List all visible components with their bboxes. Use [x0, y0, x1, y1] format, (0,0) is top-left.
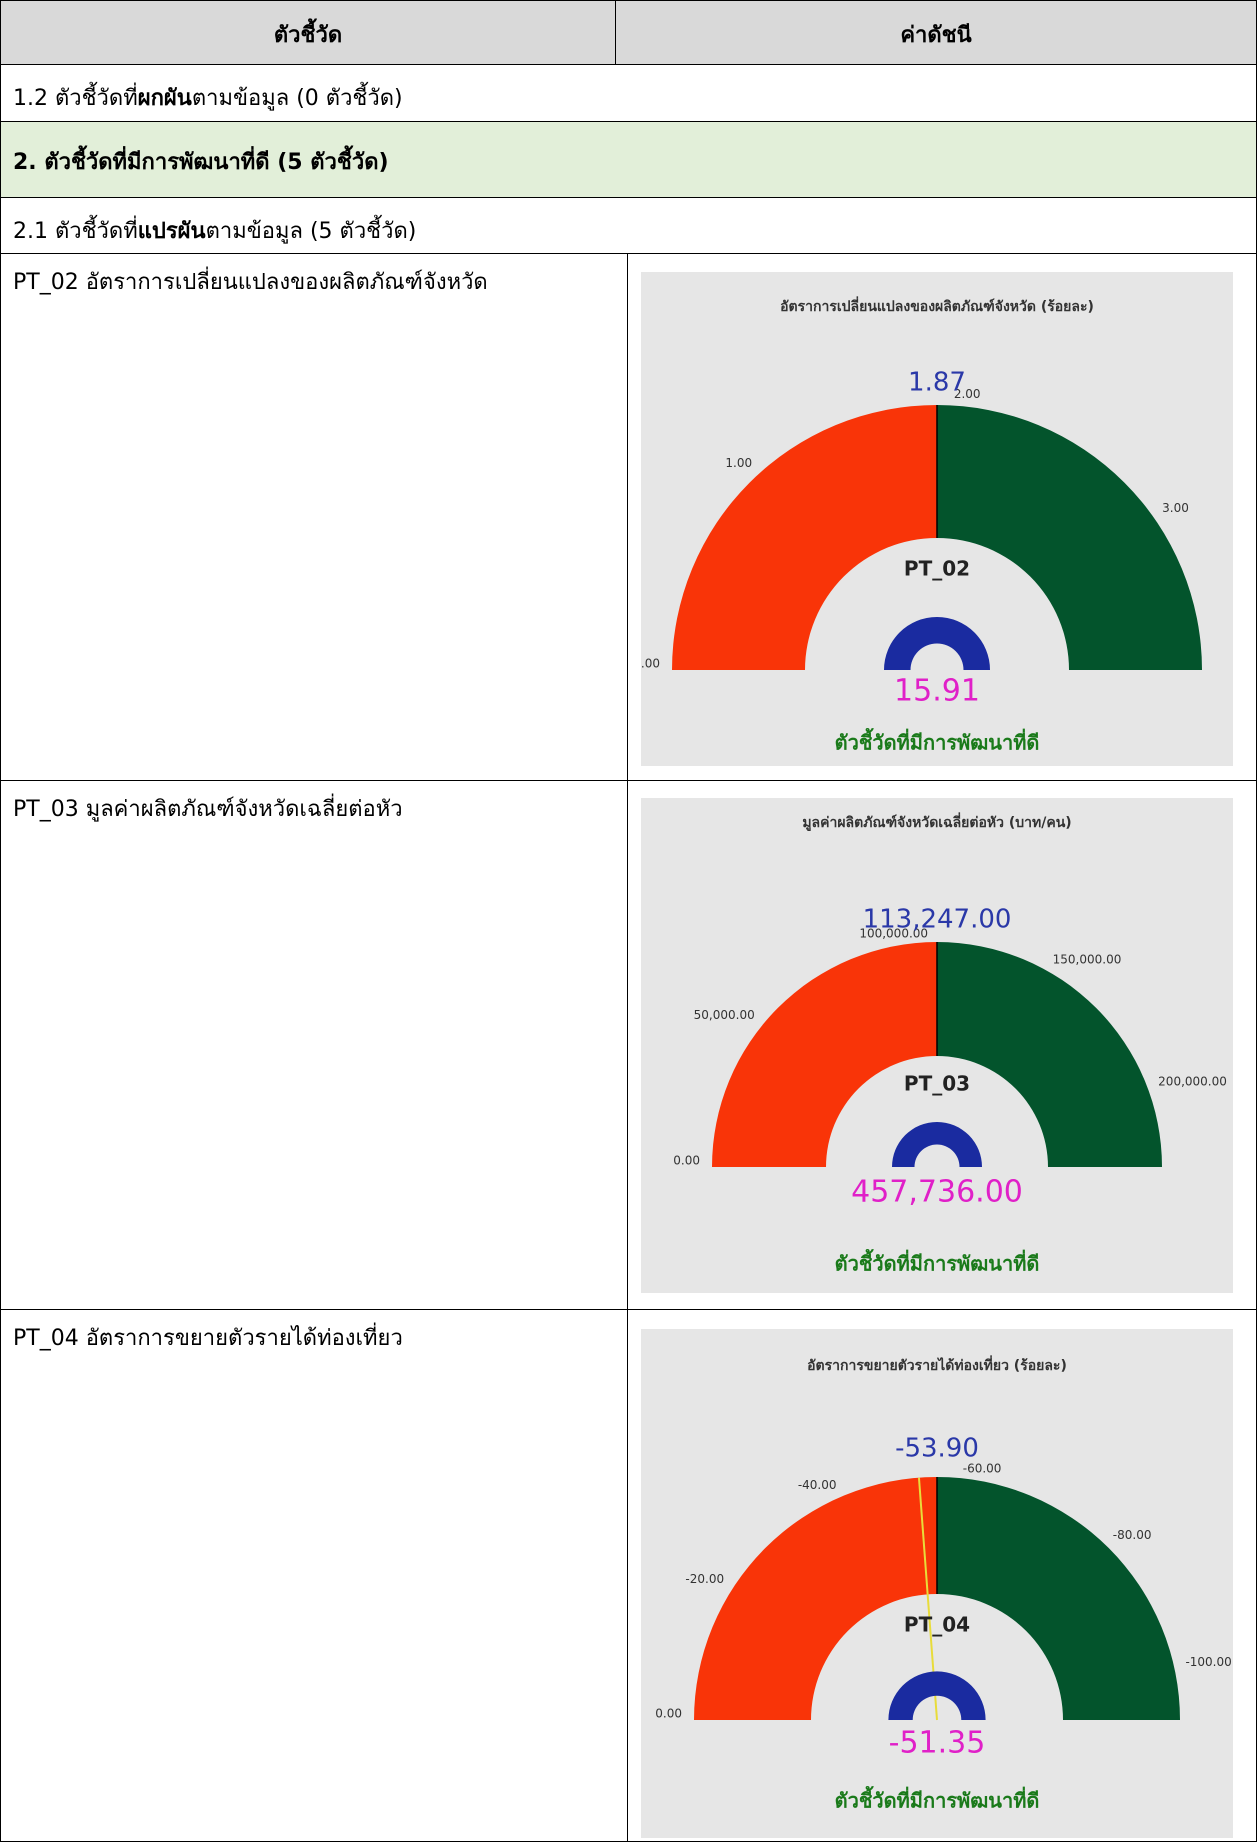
indicator-label: PT_02 อัตราการเปลี่ยนแปลงของผลิตภัณฑ์จัง… — [0, 253, 628, 781]
tick-label: -60.00 — [963, 1462, 1002, 1476]
tick-label: 0.00 — [655, 1707, 682, 1721]
status-label: ตัวชี้วัดที่มีการพัฒนาที่ดี — [835, 1786, 1040, 1813]
center-dial — [884, 617, 990, 670]
tick-label: 150,000.00 — [1053, 953, 1122, 967]
indicator-label: PT_03 มูลค่าผลิตภัณฑ์จังหวัดเฉลี่ยต่อหัว — [0, 780, 628, 1310]
text: 1.2 ตัวชี้วัดที่ — [13, 86, 138, 111]
indicator-chart-cell: อัตราการเปลี่ยนแปลงของผลิตภัณฑ์จังหวัด (… — [627, 253, 1257, 781]
section-title: 2. ตัวชี้วัดที่มีการพัฒนาที่ดี (5 ตัวชี้… — [0, 121, 1257, 198]
tick-label: 50,000.00 — [694, 1008, 755, 1022]
status-label: ตัวชี้วัดที่มีการพัฒนาที่ดี — [835, 1249, 1040, 1276]
tick-label: -80.00 — [1113, 1528, 1152, 1542]
gauge-chart: อัตราการขยายตัวรายได้ท่องเที่ยว (ร้อยละ)… — [655, 1355, 1231, 1813]
tick-label: 100,000.00 — [859, 926, 928, 940]
target-label: 15.91 — [894, 674, 980, 709]
tick-label: 0.00 — [641, 657, 660, 671]
text: ตามข้อมูล (5 ตัวชี้วัด) — [205, 219, 417, 244]
gauge-title: อัตราการขยายตัวรายได้ท่องเที่ยว (ร้อยละ) — [807, 1355, 1067, 1374]
target-label: 457,736.00 — [851, 1175, 1023, 1210]
gauge-value-arc — [712, 942, 937, 1167]
gauge-chart: มูลค่าผลิตภัณฑ์จังหวัดเฉลี่ยต่อหัว (บาท/… — [673, 812, 1227, 1276]
gauge-chart: อัตราการเปลี่ยนแปลงของผลิตภัณฑ์จังหวัด (… — [641, 296, 1202, 755]
tick-label: -100.00 — [1185, 1655, 1231, 1669]
header-cell: ค่าดัชนี — [615, 0, 1257, 65]
indicator-chart-cell: มูลค่าผลิตภัณฑ์จังหวัดเฉลี่ยต่อหัว (บาท/… — [627, 780, 1257, 1310]
indicator-chart-cell: อัตราการขยายตัวรายได้ท่องเที่ยว (ร้อยละ)… — [627, 1309, 1257, 1842]
gauge-remainder-arc — [937, 405, 1202, 670]
tick-label: 2.00 — [954, 387, 981, 401]
center-dial — [888, 1671, 986, 1720]
gauge-title: อัตราการเปลี่ยนแปลงของผลิตภัณฑ์จังหวัด (… — [780, 296, 1094, 315]
center-label: PT_02 — [904, 557, 970, 581]
text: ตามข้อมูล (0 ตัวชี้วัด) — [191, 86, 403, 111]
value-label: 113,247.00 — [863, 905, 1012, 935]
gauge-panel: มูลค่าผลิตภัณฑ์จังหวัดเฉลี่ยต่อหัว (บาท/… — [641, 798, 1233, 1293]
tick-label: -20.00 — [685, 1572, 724, 1586]
tick-label: 0.00 — [673, 1154, 700, 1168]
gauge-remainder-arc — [937, 1477, 1180, 1720]
bold-text: ผกผัน — [137, 86, 192, 111]
header-cell: ตัวชี้วัด — [0, 0, 616, 65]
gauge-value-arc — [672, 405, 937, 670]
tick-label: 3.00 — [1162, 501, 1189, 515]
value-label: 1.87 — [908, 368, 966, 398]
tick-label: 200,000.00 — [1158, 1074, 1227, 1088]
section-row: 1.2 ตัวชี้วัดที่ผกผันตามข้อมูล (0 ตัวชี้… — [0, 64, 1257, 122]
target-label: -51.35 — [889, 1726, 986, 1761]
gauge-panel: อัตราการเปลี่ยนแปลงของผลิตภัณฑ์จังหวัด (… — [641, 272, 1233, 766]
gauge-value-arc — [694, 1477, 937, 1720]
gauge-remainder-arc — [937, 942, 1162, 1167]
bold-text: แปรผัน — [137, 219, 206, 244]
tick-label: -40.00 — [798, 1478, 837, 1492]
value-label: -53.90 — [895, 1434, 979, 1464]
center-label: PT_04 — [904, 1613, 970, 1637]
gauge-panel: อัตราการขยายตัวรายได้ท่องเที่ยว (ร้อยละ)… — [641, 1329, 1233, 1838]
gauge-title: มูลค่าผลิตภัณฑ์จังหวัดเฉลี่ยต่อหัว (บาท/… — [802, 812, 1071, 831]
section-row: 2.1 ตัวชี้วัดที่แปรผันตามข้อมูล (5 ตัวชี… — [0, 197, 1257, 254]
center-dial — [892, 1122, 982, 1167]
indicator-label: PT_04 อัตราการขยายตัวรายได้ท่องเที่ยว — [0, 1309, 628, 1842]
status-label: ตัวชี้วัดที่มีการพัฒนาที่ดี — [835, 728, 1040, 755]
center-label: PT_03 — [904, 1072, 970, 1096]
text: 2.1 ตัวชี้วัดที่ — [13, 219, 138, 244]
tick-label: 1.00 — [725, 456, 752, 470]
